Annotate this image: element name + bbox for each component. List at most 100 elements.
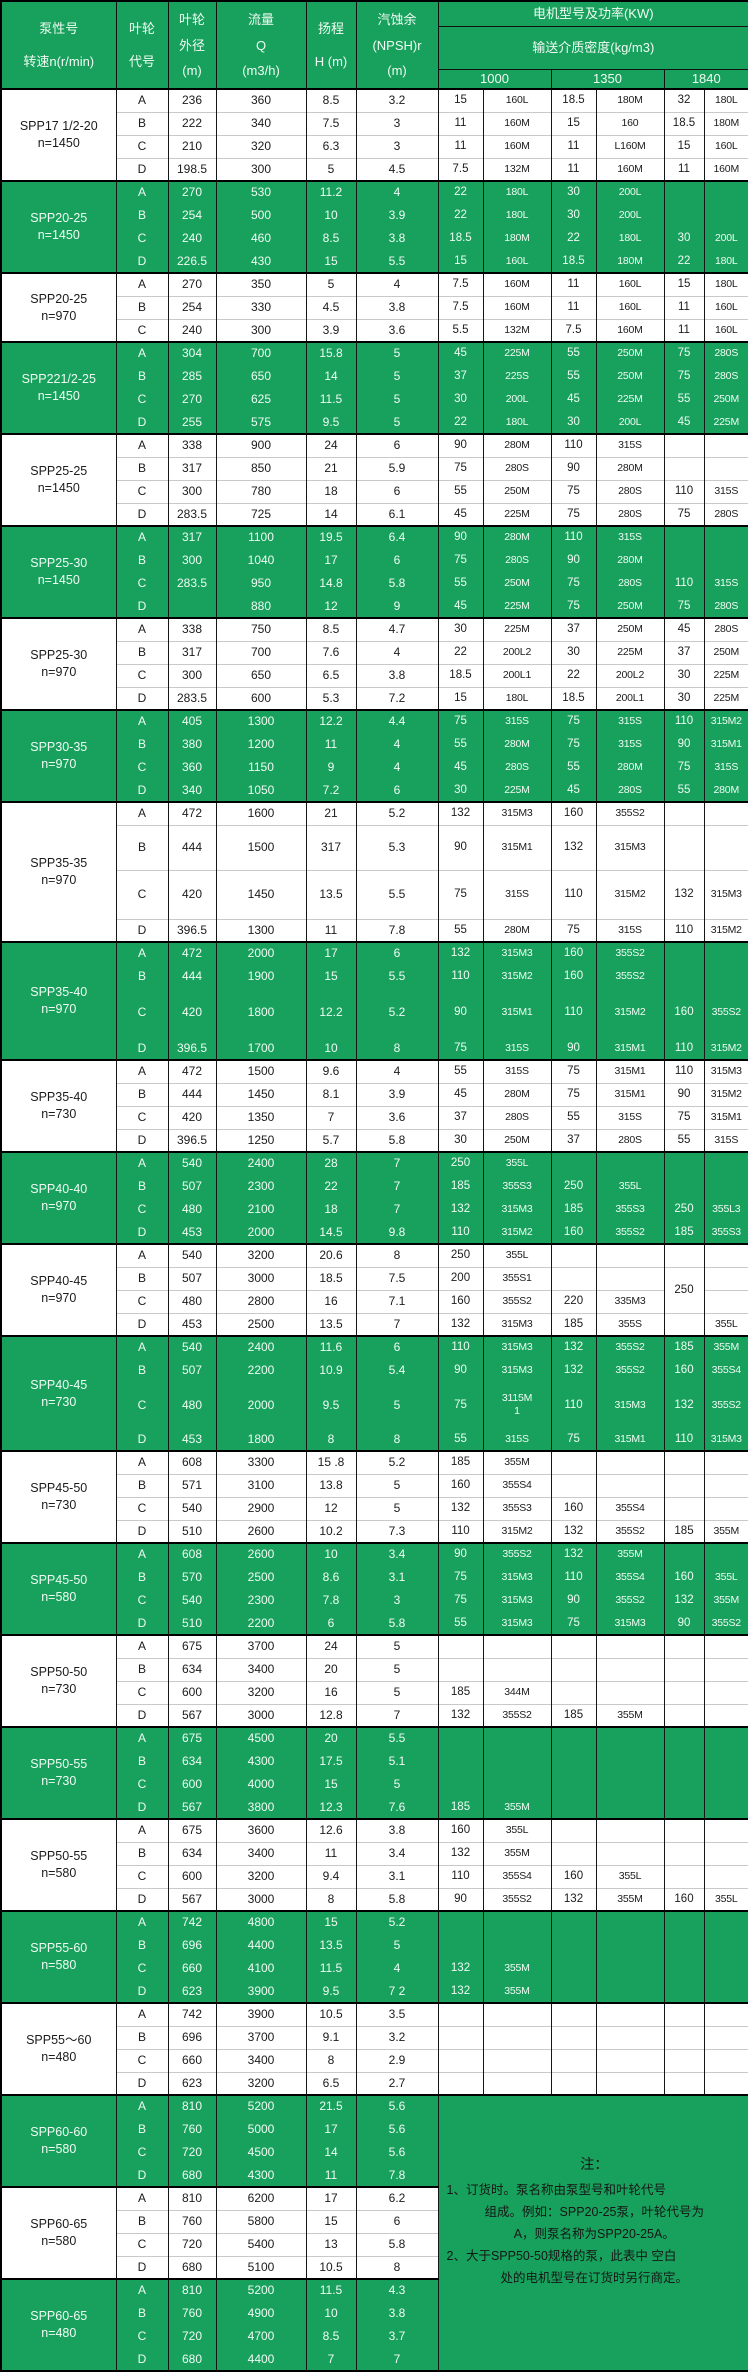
data-cell: 280S [482,1105,552,1129]
data-cell [437,1910,484,1934]
data-cell: 18 [305,479,357,503]
pump-model: SPP17 1/2-20 [19,119,98,133]
impeller-code-cell: D [115,2163,169,2187]
data-cell: 355M [595,1887,665,1911]
data-cell: 270 [167,180,217,204]
table-row: SPP35-40 n=730 A 472 1500 9.6 4 55 315S 75 315M1 11… [0,1059,748,1152]
data-cell: 90 [663,732,705,756]
pump-model: SPP55-60 [30,1941,88,1955]
data-cell: 4000 [215,1772,307,1796]
data-cell [663,1542,705,1566]
data-cell: 7 [355,2347,439,2371]
data-cell [595,1772,665,1796]
data-cell: 315M3 [482,1335,552,1359]
data-cell: 75 [550,1427,597,1451]
data-cell: 5.8 [355,571,439,595]
data-cell: 3.8 [355,1818,439,1842]
data-cell: 675 [167,1634,217,1658]
data-cell: 608 [167,1450,217,1474]
table-row: D 340 1050 7.2 6 30 225M 45 280S 55 280M [1,778,748,802]
impeller-code-cell: B [115,1266,169,1290]
div-el: 汽蚀余 [377,12,417,28]
header-head: 扬程 H (m) [305,0,357,90]
data-cell: 680 [167,2347,217,2371]
data-cell: 8 [355,1427,439,1451]
data-cell: 75 [550,594,597,618]
data-cell [550,1657,597,1681]
impeller-code-cell: B [115,295,169,319]
data-cell [550,2071,597,2095]
data-cell: 11.6 [305,1335,357,1359]
data-cell [550,1151,597,1175]
data-cell: 7.8 [355,918,439,942]
data-cell [703,456,748,480]
data-cell: 200L1 [595,686,665,710]
data-cell: 5.8 [355,1611,439,1635]
data-cell: 3400 [215,1841,307,1865]
table-row: B 760 4900 10 3.8 [1,2301,748,2325]
impeller-code-cell: B [115,456,169,480]
data-cell: 4.5 [305,295,357,319]
data-cell [437,1634,484,1658]
data-cell: L160M [595,134,665,158]
data-cell: 21 [305,456,357,480]
pump-name-cell: SPP45-50 n=580 [0,1542,117,1635]
data-cell: 280M [703,778,748,802]
data-cell [663,1703,705,1727]
data-cell [595,1473,665,1497]
data-cell: 12.6 [305,1818,357,1842]
pump-name-cell: SPP35-40 n=970 [0,941,117,1060]
impeller-code-cell: C [115,226,169,250]
data-cell: 6.5 [305,663,357,687]
table-row: SPP221/2-25 n=1450 A 304 700 15.8 5 45 225M 55 250… [0,341,748,434]
data-cell: 355L3 [703,1197,748,1221]
data-cell: 16 [305,1680,357,1704]
note-cell: 注： 1、订货时。泵名称由泵型号和叶轮代号 组成。例如：SPP20-25泵，叶轮代号… [437,2094,748,2371]
data-cell: 315S [703,479,748,503]
data-cell: 15.8 [305,341,357,365]
data-cell: 8.5 [305,2324,357,2348]
data-cell: 280M [482,1082,552,1106]
impeller-code-cell: D [115,157,169,181]
data-cell: 200L [482,387,552,411]
pump-name-cell: SPP40-45 n=730 [0,1335,117,1451]
data-cell: 132M [482,157,552,181]
data-cell: 7.8 [355,2163,439,2187]
data-cell: 472 [167,941,217,965]
data-cell: 8.5 [305,88,357,112]
data-cell: 472 [167,801,217,825]
data-cell: 355S4 [482,1864,552,1888]
data-cell: 270 [167,387,217,411]
data-cell: 4500 [215,2140,307,2164]
data-cell: 90 [550,1588,597,1612]
impeller-code-cell: A [115,88,169,112]
data-cell: 75 [550,709,597,733]
data-cell: 355S2 [595,941,665,965]
impeller-code-cell: B [115,111,169,135]
table-row: C 210 320 6.3 3 11 160M 11 L160M 15 160L [1,134,748,158]
data-cell [663,1151,705,1175]
data-cell: 680 [167,2255,217,2279]
data-cell: 11 [550,272,597,296]
data-cell [437,2048,484,2072]
data-cell [482,1910,552,1934]
data-cell [550,1818,597,1842]
impeller-code-cell: C [115,2048,169,2072]
data-cell [595,1749,665,1773]
data-cell: 344M [482,1680,552,1704]
data-cell: 5 [355,1381,439,1428]
data-cell: 10 [305,2301,357,2325]
data-cell: 5 [355,1933,439,1957]
data-cell: 720 [167,2140,217,2164]
data-cell: 200L1 [482,663,552,687]
data-cell: 315S [595,709,665,733]
data-cell: 12 [305,1496,357,1520]
data-cell: 6 [355,433,439,457]
data-cell: 315M3 [703,1427,748,1451]
tr-el: 泵性号 转速n(r/min) 叶轮 代号 叶轮 外径 (m) [0,0,748,90]
data-cell: 3.4 [355,1841,439,1865]
data-cell: 2100 [215,1197,307,1221]
data-cell [595,1956,665,1980]
data-cell: 6.1 [355,502,439,526]
data-cell: 1500 [215,824,307,870]
